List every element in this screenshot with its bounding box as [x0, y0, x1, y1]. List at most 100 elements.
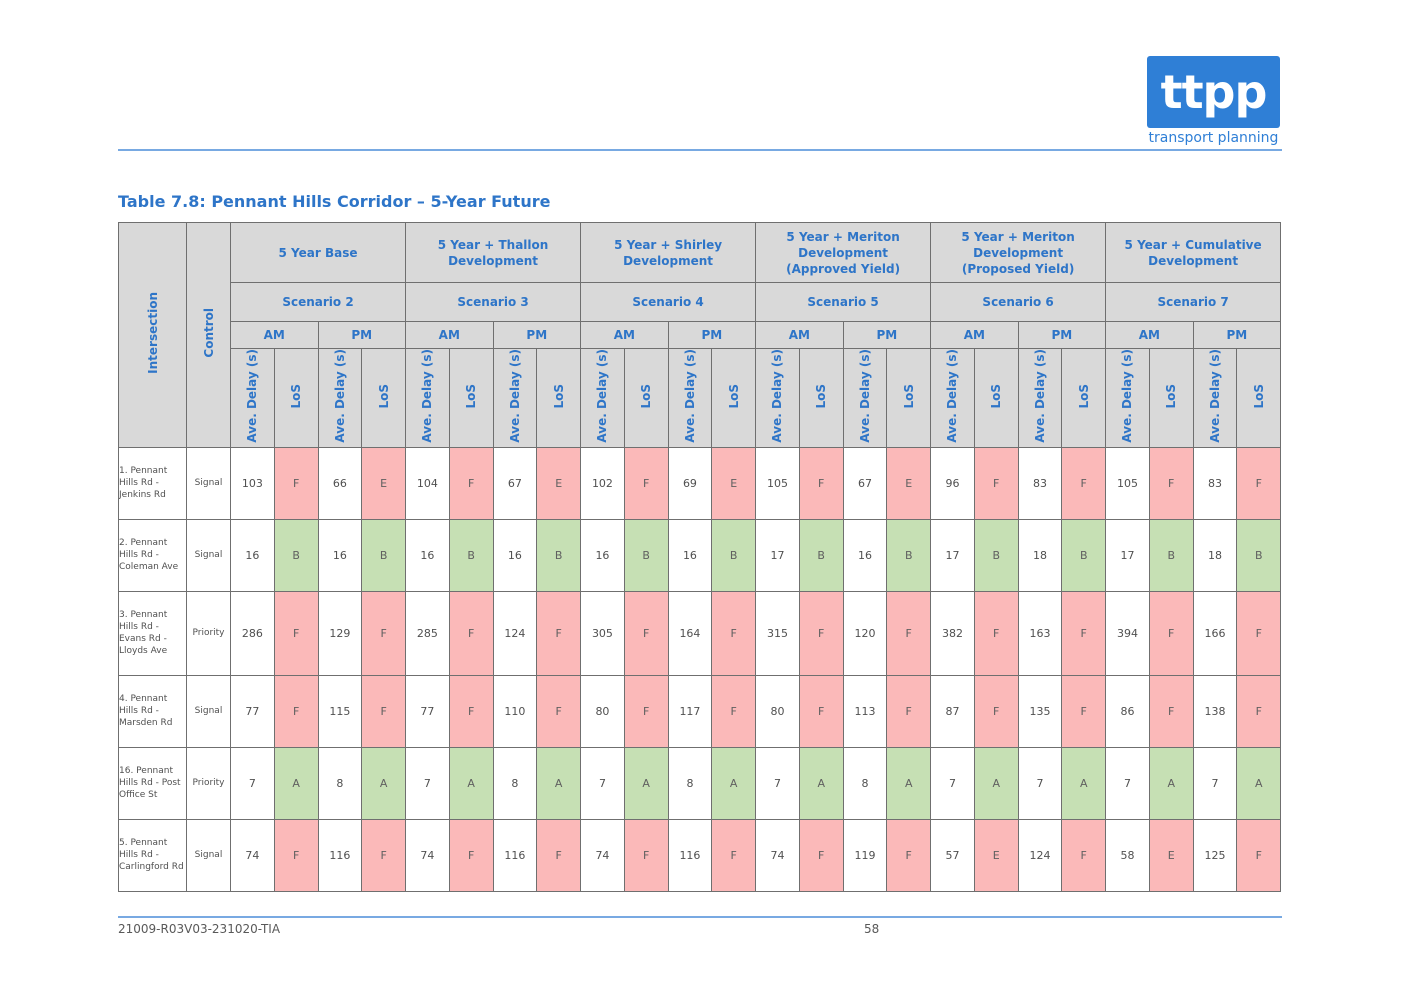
- header-rule: [118, 149, 1282, 151]
- am-los-cell: F: [973, 446, 1019, 520]
- am-delay-cell: 17: [930, 518, 975, 592]
- los-header-label: LoS: [639, 383, 654, 409]
- pm-delay-cell: 66: [317, 446, 363, 520]
- table-row: 2. Pennant Hills Rd - Coleman Ave Signal 1…: [118, 518, 1282, 592]
- pm-los-cell: E: [536, 446, 582, 520]
- logo-subtitle: transport planning: [1148, 130, 1279, 146]
- scenario-label: Scenario 7: [1105, 282, 1282, 322]
- table-row: 5. Pennant Hills Rd - Carlingford Rd Sign…: [118, 818, 1282, 892]
- delay-header-label: Ave. Delay (s): [857, 349, 872, 443]
- header-row-scenarios: Scenario 2 Scenario 3 Scenario 4 Scenario 5…: [119, 282, 1282, 322]
- table-title: Table 7.8: Pennant Hills Corridor – 5-Ye…: [118, 192, 551, 211]
- pm-los-cell: F: [711, 590, 757, 676]
- pm-los-cell: F: [1061, 674, 1107, 748]
- am-delay-cell: 105: [755, 446, 800, 520]
- am-los-cell: B: [623, 518, 669, 592]
- scenario-label: Scenario 2: [229, 282, 407, 322]
- delay-header: Ave. Delay (s): [1192, 348, 1238, 448]
- pm-delay-cell: 16: [492, 518, 538, 592]
- am-los-cell: F: [1148, 590, 1194, 676]
- los-header-label: LoS: [814, 383, 829, 409]
- pm-delay-cell: 120: [842, 590, 888, 676]
- am-header: AM: [405, 321, 494, 349]
- delay-header: Ave. Delay (s): [842, 348, 888, 448]
- pm-delay-cell: 163: [1017, 590, 1063, 676]
- am-delay-cell: 7: [1105, 746, 1150, 820]
- pm-los-cell: B: [1061, 518, 1107, 592]
- header-row-periods: AM PM AM PM AM PM AM PM AM PM AM PM: [119, 321, 1282, 349]
- pm-delay-cell: 8: [667, 746, 713, 820]
- am-delay-cell: 285: [405, 590, 450, 676]
- am-delay-cell: 7: [580, 746, 625, 820]
- am-los-cell: A: [973, 746, 1019, 820]
- am-delay-cell: 382: [930, 590, 975, 676]
- am-header: AM: [755, 321, 844, 349]
- pm-delay-cell: 138: [1192, 674, 1238, 748]
- am-los-cell: F: [273, 818, 319, 892]
- am-los-cell: F: [448, 446, 494, 520]
- am-delay-cell: 103: [230, 446, 275, 520]
- am-los-cell: F: [623, 818, 669, 892]
- pm-los-cell: F: [1236, 446, 1282, 520]
- scenario-label: Scenario 4: [580, 282, 757, 322]
- am-delay-cell: 7: [230, 746, 275, 820]
- am-los-cell: A: [1148, 746, 1194, 820]
- am-los-cell: F: [798, 818, 844, 892]
- pm-delay-cell: 16: [317, 518, 363, 592]
- control-type: Signal: [186, 674, 231, 748]
- los-header: LoS: [448, 348, 494, 448]
- delay-header-label: Ave. Delay (s): [507, 349, 522, 443]
- los-header-label: LoS: [1251, 383, 1266, 409]
- delay-header: Ave. Delay (s): [317, 348, 363, 448]
- pm-delay-cell: 125: [1192, 818, 1238, 892]
- pm-los-cell: E: [711, 446, 757, 520]
- control-header-label: Control: [201, 308, 216, 358]
- am-delay-cell: 7: [930, 746, 975, 820]
- control-type: Priority: [186, 746, 231, 820]
- table-row: 1. Pennant Hills Rd - Jenkins Rd Signal 10…: [118, 446, 1282, 520]
- am-los-cell: B: [448, 518, 494, 592]
- pm-los-cell: A: [886, 746, 932, 820]
- delay-header-label: Ave. Delay (s): [245, 349, 260, 443]
- pm-delay-cell: 8: [317, 746, 363, 820]
- delay-header: Ave. Delay (s): [1017, 348, 1063, 448]
- pm-los-cell: F: [361, 818, 407, 892]
- am-delay-cell: 394: [1105, 590, 1150, 676]
- am-los-cell: B: [798, 518, 844, 592]
- los-header-label: LoS: [376, 383, 391, 409]
- intersection-name: 2. Pennant Hills Rd - Coleman Ave: [118, 518, 187, 592]
- pm-delay-cell: 16: [842, 518, 888, 592]
- pm-delay-cell: 7: [1017, 746, 1063, 820]
- am-los-cell: F: [273, 590, 319, 676]
- los-header-label: LoS: [289, 383, 304, 409]
- am-delay-cell: 7: [755, 746, 800, 820]
- pm-delay-cell: 69: [667, 446, 713, 520]
- pm-los-cell: F: [711, 674, 757, 748]
- delay-header: Ave. Delay (s): [230, 348, 275, 448]
- los-header: LoS: [1061, 348, 1107, 448]
- los-header-label: LoS: [464, 383, 479, 409]
- pm-delay-cell: 116: [317, 818, 363, 892]
- table-row: 16. Pennant Hills Rd - Post Office St Pri…: [118, 746, 1282, 820]
- pm-los-cell: A: [361, 746, 407, 820]
- am-delay-cell: 80: [580, 674, 625, 748]
- delay-header-label: Ave. Delay (s): [332, 349, 347, 443]
- intersection-header-label: Intersection: [145, 291, 160, 374]
- am-los-cell: E: [973, 818, 1019, 892]
- intersection-performance-table: Intersection Control 5 Year Base 5 Year + T…: [118, 222, 1282, 892]
- pm-delay-cell: 117: [667, 674, 713, 748]
- delay-header-label: Ave. Delay (s): [595, 349, 610, 443]
- pm-delay-cell: 166: [1192, 590, 1238, 676]
- pm-los-cell: F: [1236, 674, 1282, 748]
- am-los-cell: F: [798, 590, 844, 676]
- los-header: LoS: [1148, 348, 1194, 448]
- los-header-label: LoS: [726, 383, 741, 409]
- document-reference: 21009-R03V03-231020-TIA: [118, 922, 281, 936]
- am-los-cell: F: [973, 590, 1019, 676]
- control-type: Signal: [186, 446, 231, 520]
- company-logo: ttpp: [1147, 56, 1280, 128]
- am-delay-cell: 86: [1105, 674, 1150, 748]
- los-header: LoS: [798, 348, 844, 448]
- pm-header: PM: [1192, 321, 1282, 349]
- pm-los-cell: F: [536, 590, 582, 676]
